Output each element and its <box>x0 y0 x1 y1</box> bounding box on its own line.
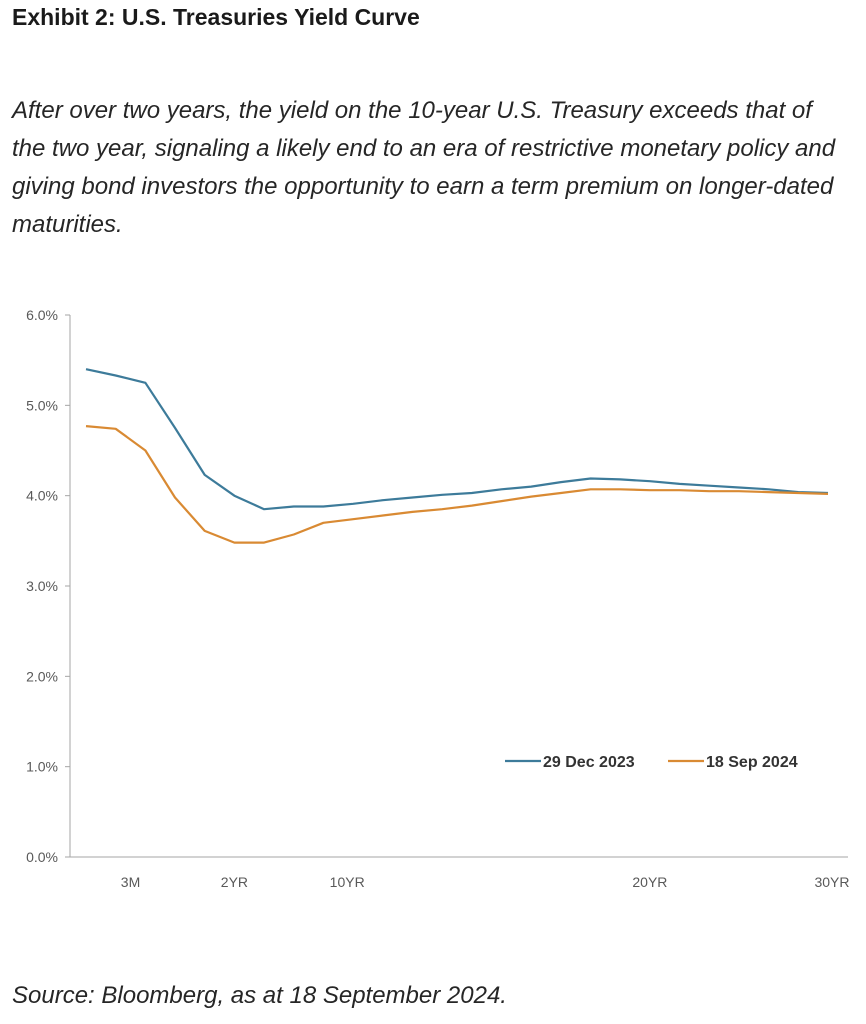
y-tick-label: 4.0% <box>26 488 58 504</box>
y-tick-label: 6.0% <box>26 307 58 323</box>
x-tick-label: 10YR <box>330 874 365 890</box>
y-tick-label: 3.0% <box>26 578 58 594</box>
y-tick-label: 1.0% <box>26 759 58 775</box>
x-tick-label: 20YR <box>632 874 667 890</box>
y-tick-label: 5.0% <box>26 397 58 413</box>
y-tick-label: 0.0% <box>26 849 58 865</box>
source-note: Source: Bloomberg, as at 18 September 20… <box>12 982 507 1009</box>
y-tick-label: 2.0% <box>26 668 58 684</box>
x-tick-label: 2YR <box>221 874 248 890</box>
yield-curve-chart: 0.0% 1.0% 2.0% 3.0% 4.0% 5.0% 6.0% 3M 2YR 10YR 20Y… <box>26 307 849 890</box>
chart-subtitle: After over two years, the yield on the 1… <box>12 97 836 238</box>
chart-title: Exhibit 2: U.S. Treasuries Yield Curve <box>12 4 420 30</box>
series-line-1 <box>85 368 829 511</box>
series-layer <box>85 368 829 544</box>
legend-label-2: 18 Sep 2024 <box>706 754 798 771</box>
x-tick-label: 30YR <box>814 874 849 890</box>
x-tick-label: 3M <box>121 874 140 890</box>
series-line-2 <box>85 425 829 544</box>
chart-axes: 0.0% 1.0% 2.0% 3.0% 4.0% 5.0% 6.0% 3M 2YR 10YR 20Y… <box>26 307 849 890</box>
legend-label-1: 29 Dec 2023 <box>543 754 635 771</box>
chart-legend: 29 Dec 2023 18 Sep 2024 <box>505 754 798 771</box>
